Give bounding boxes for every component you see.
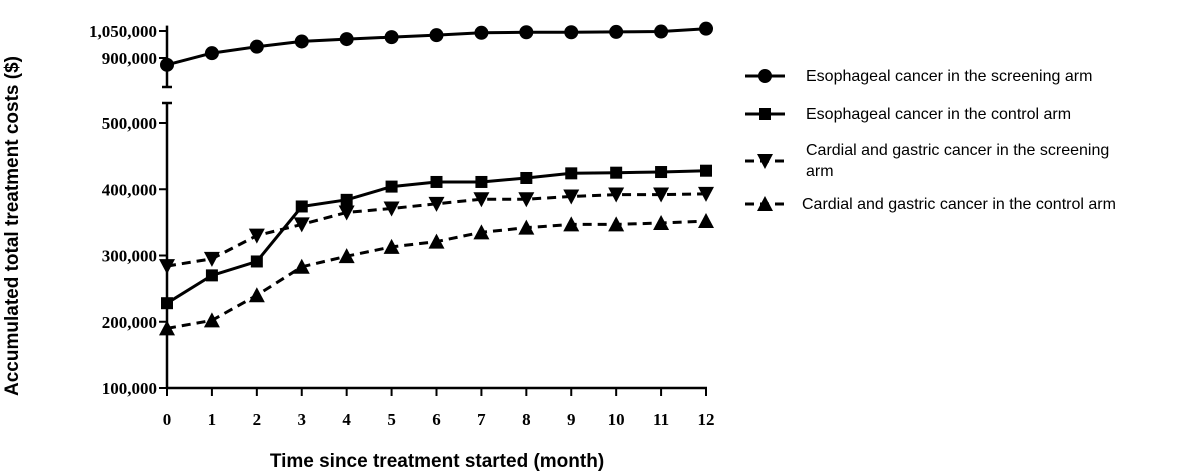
x-tick-label: 2 — [253, 410, 262, 429]
data-point-triangle-down — [698, 186, 714, 202]
legend-entry-3: Cardial and gastric cancer in the screen… — [745, 142, 1109, 180]
data-point-triangle-up — [338, 248, 355, 264]
data-point-square — [565, 167, 578, 180]
legend-label: Cardial and gastric cancer in the screen… — [806, 142, 1109, 159]
series-2 — [161, 164, 712, 310]
data-point-triangle-up — [653, 215, 670, 231]
legend-entry-1: Esophageal cancer in the screening arm — [745, 68, 1092, 85]
data-point-triangle-down — [203, 251, 220, 267]
y-tick-label: 900,000 — [102, 49, 157, 68]
x-tick-label: 0 — [163, 410, 172, 429]
data-point-triangle-down — [338, 205, 355, 221]
data-point-triangle-down — [608, 187, 625, 203]
legend-entry-2: Esophageal cancer in the control arm — [745, 106, 1071, 123]
x-axis-title: Time since treatment started (month) — [270, 451, 604, 472]
data-point-circle — [654, 24, 669, 39]
data-point-triangle-up — [698, 213, 714, 229]
legend-label: Cardial and gastric cancer in the contro… — [802, 196, 1116, 213]
data-point-triangle-down — [248, 228, 265, 244]
data-point-triangle-down — [473, 192, 490, 208]
legend-label: Esophageal cancer in the control arm — [806, 106, 1071, 123]
data-point-triangle-up — [159, 320, 175, 336]
data-point-circle — [699, 21, 713, 36]
x-tick-label: 12 — [698, 410, 715, 429]
data-point-square — [205, 269, 218, 282]
data-point-circle — [758, 69, 772, 83]
data-point-circle — [294, 34, 309, 49]
y-tick-label: 200,000 — [102, 313, 157, 332]
series-1 — [160, 21, 713, 72]
x-tick-label: 8 — [522, 410, 531, 429]
data-point-triangle-up — [248, 287, 265, 303]
data-point-circle — [384, 30, 399, 45]
data-point-square — [475, 175, 488, 188]
data-point-triangle-down — [563, 189, 580, 205]
x-tick-label: 10 — [608, 410, 625, 429]
y-axis-title: Accumulated total treatment costs ($) — [2, 56, 23, 396]
data-point-triangle-up — [203, 312, 220, 328]
data-point-square — [700, 164, 712, 177]
y-tick-label: 300,000 — [102, 247, 157, 266]
legend-label: arm — [806, 163, 834, 180]
series-3 — [159, 186, 714, 275]
data-point-triangle-down — [757, 154, 773, 169]
data-point-triangle-down — [518, 192, 535, 208]
y-tick-label: 500,000 — [102, 114, 157, 133]
data-point-triangle-down — [428, 196, 445, 212]
data-point-square — [295, 200, 308, 213]
x-tick-label: 3 — [298, 410, 307, 429]
data-point-triangle-up — [757, 196, 773, 211]
data-point-circle — [609, 24, 624, 39]
data-point-triangle-down — [653, 187, 670, 203]
ticks: 900,000 1,050,000 100,000 200,000 300,000 400… — [89, 22, 715, 429]
data-point-triangle-up — [608, 216, 625, 232]
x-tick-label: 7 — [477, 410, 486, 429]
data-point-circle — [160, 57, 174, 72]
data-point-square — [430, 175, 443, 188]
data-point-circle — [564, 25, 579, 40]
x-tick-label: 6 — [432, 410, 441, 429]
data-point-circle — [249, 39, 264, 54]
data-point-triangle-up — [428, 233, 445, 249]
y-tick-label: 100,000 — [102, 379, 157, 398]
data-point-triangle-down — [293, 217, 310, 233]
data-point-square — [340, 193, 353, 206]
data-point-circle — [429, 28, 444, 43]
legend-label: Esophageal cancer in the screening arm — [806, 68, 1092, 85]
data-point-triangle-down — [159, 259, 175, 275]
x-tick-label: 1 — [208, 410, 217, 429]
x-tick-label: 5 — [387, 410, 396, 429]
data-point-triangle-up — [293, 258, 310, 274]
y-tick-label: 400,000 — [102, 180, 157, 199]
data-point-square — [250, 255, 263, 268]
data-point-square — [385, 180, 398, 193]
legend-entry-4: Cardial and gastric cancer in the contro… — [745, 196, 1116, 213]
data-point-circle — [339, 32, 354, 47]
y-tick-label: 1,050,000 — [89, 22, 157, 41]
data-point-square — [520, 171, 533, 184]
series-4 — [159, 213, 714, 336]
data-point-triangle-up — [518, 219, 535, 235]
series-layer — [159, 21, 714, 336]
data-point-triangle-up — [473, 224, 490, 240]
data-point-square — [161, 297, 173, 310]
data-point-triangle-down — [383, 201, 400, 217]
x-tick-label: 4 — [342, 410, 351, 429]
data-point-circle — [474, 25, 489, 40]
data-point-circle — [519, 25, 534, 40]
data-point-triangle-up — [563, 216, 580, 232]
legend: Esophageal cancer in the screening arm Es… — [745, 68, 1116, 213]
x-tick-label: 11 — [653, 410, 669, 429]
data-point-circle — [204, 46, 219, 61]
x-tick-label: 9 — [567, 410, 576, 429]
data-point-square — [759, 108, 771, 120]
data-point-triangle-up — [383, 238, 400, 254]
data-point-square — [655, 166, 668, 179]
data-point-square — [610, 166, 623, 179]
